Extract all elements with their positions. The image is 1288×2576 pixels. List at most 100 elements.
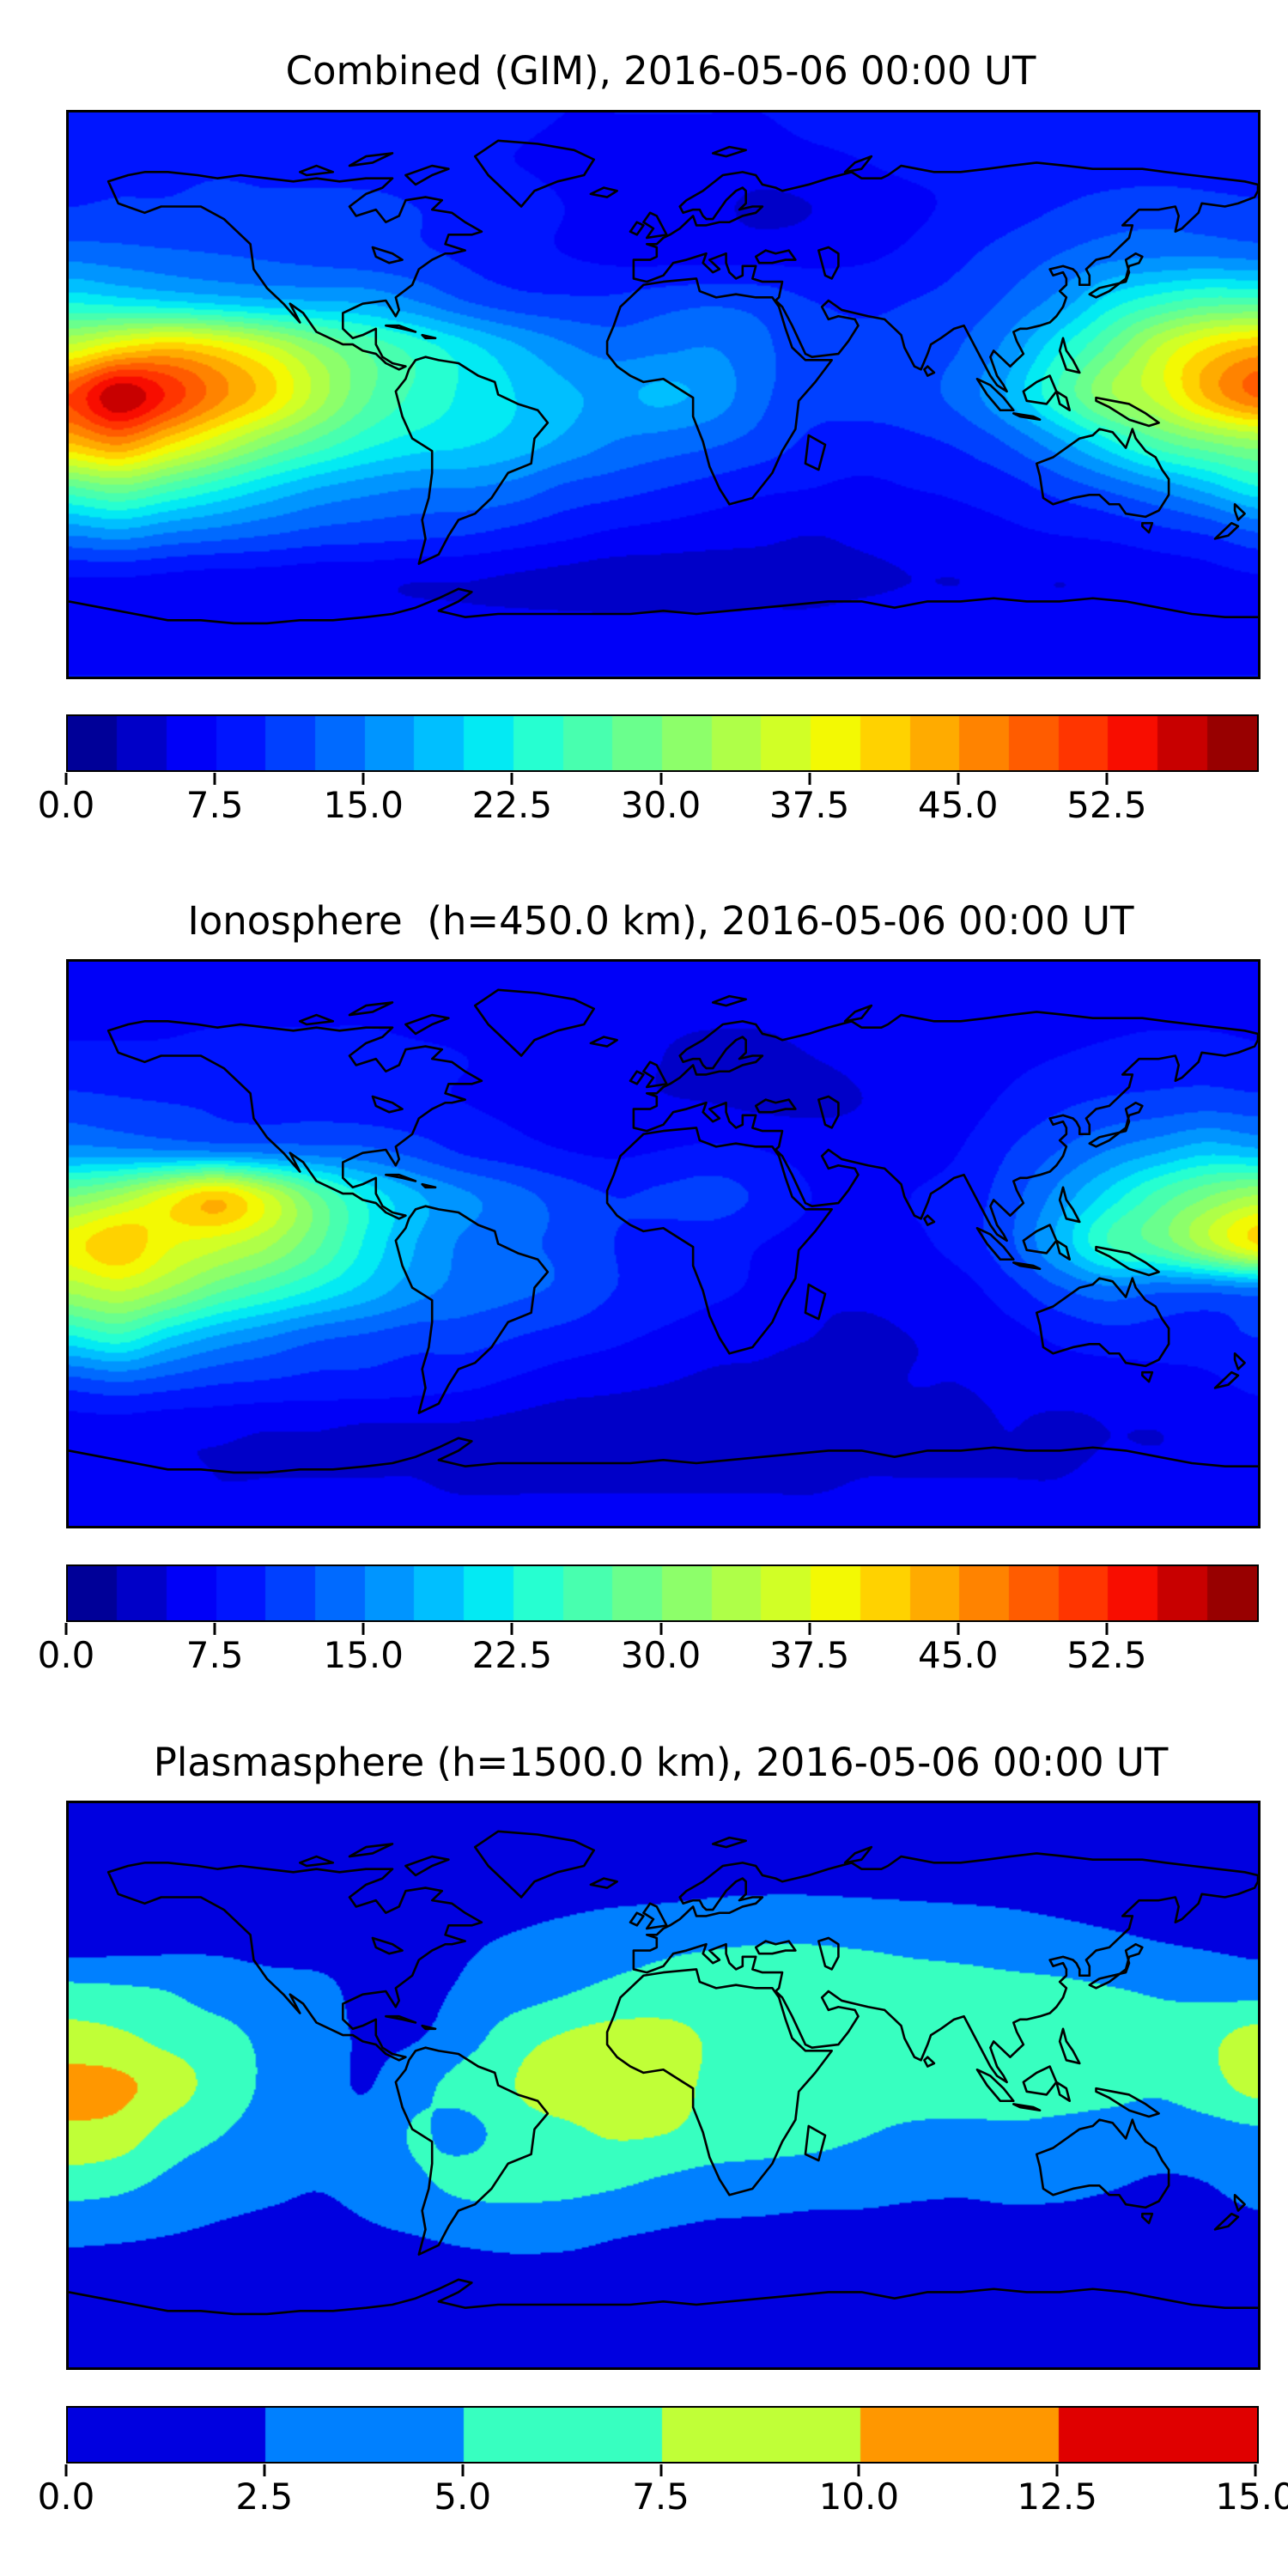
colorbar-ticks-ionosphere: 0.0 7.5 15.0 22.5 30.0 37.5 45.0 52.5 [38,1623,1255,1683]
coastline-path [422,1184,435,1188]
coastline-path [805,1285,825,1319]
colorbar-tick-label: 7.5 [632,2476,690,2518]
coastline-path [713,1838,745,1847]
coastline-path [643,1904,666,1929]
coastline-path [1024,1225,1056,1254]
colorbar-tick-mark [957,773,960,785]
coastline-path [630,1913,643,1926]
coastline-path [1013,413,1040,419]
coastline-path [1056,1241,1069,1260]
coastline-path [643,213,666,238]
coastline-path [630,1072,643,1084]
coastline-path [591,1879,617,1888]
coastline-path [805,435,825,470]
coastline-path [1036,2120,1169,2208]
coastline-path [300,1015,332,1024]
colorbar-tick-label: 7.5 [185,784,244,826]
coastline-path [69,589,1258,623]
coastline-path [1090,1103,1143,1146]
coastline-path [1013,2104,1040,2110]
coastline-path [1215,2214,1238,2229]
coastline-path [108,172,482,369]
coastline-path [643,1062,666,1087]
colorbar-tick-label: 7.5 [185,1634,244,1676]
colorbar-tick-label: 10.0 [818,2476,900,2518]
coastline-overlay [69,112,1258,677]
colorbar-tick-mark [64,2464,68,2476]
colorbar-tick-label: 22.5 [471,784,553,826]
coastline-path [1215,1372,1238,1388]
coastline-path [405,166,448,185]
coastline-path [607,1969,832,2195]
colorbar-tick-label: 45.0 [917,1634,999,1676]
colorbar-tick-label: 37.5 [769,784,850,826]
colorbar-tick-label: 15.0 [1215,2476,1288,2518]
coastline-path [1060,338,1079,373]
coastline-path [396,1206,548,1413]
colorbar-tick-label: 15.0 [323,784,404,826]
coastline-path [396,2048,548,2255]
colorbar-tick-mark [1105,773,1109,785]
coastline-path [373,1097,403,1112]
colorbar-tick-label: 52.5 [1066,784,1147,826]
colorbar-tick-mark [510,773,513,785]
coastline-path [630,222,643,235]
coastline-path [818,1097,838,1128]
coastline-path [1060,1188,1079,1222]
colorbar-tick-mark [659,1623,662,1635]
panel-title-ionosphere: Ionosphere (h=450.0 km), 2016-05-06 00:0… [187,898,1134,944]
colorbar-tick-mark [857,2464,860,2476]
coastline-path [756,251,795,264]
coastline-path [300,1856,332,1866]
coastline-path [69,1438,1258,1473]
colorbar-tick-label: 0.0 [37,784,95,826]
coastline-path [1235,1353,1245,1369]
coastline-path [977,2069,1013,2101]
colorbar-tick-label: 2.5 [235,2476,294,2518]
coastline-path [475,1832,593,1898]
coastline-path [1090,1944,1143,1988]
colorbar-tick-mark [659,2464,662,2476]
colorbar-tick-mark [1254,2464,1257,2476]
coastline-path [1036,1279,1169,1366]
coastline-path [634,162,1258,391]
colorbar-tick-label: 5.0 [434,2476,492,2518]
coastline-path [924,1216,934,1225]
coastline-path [818,247,838,279]
coastline-overlay [69,1803,1258,2367]
coastline-path [1096,2088,1158,2117]
colorbar-combined [66,714,1259,772]
coastline-path [373,247,403,263]
colorbar-tick-label: 30.0 [620,784,702,826]
coastline-path [607,1127,832,1353]
coastline-path [977,379,1013,410]
colorbar-tick-mark [213,1623,216,1635]
coastline-path [1056,392,1069,410]
coastline-path [300,166,332,175]
coastline-path [818,1938,838,1970]
coastline-path [1142,523,1152,532]
coastline-path [1096,398,1158,426]
coastline-path [845,156,872,172]
coastline-path [756,1941,795,1954]
coastline-path [1024,2067,1056,2095]
coastline-path [405,1856,448,1875]
coastline-path [386,1175,416,1181]
coastline-path [1024,376,1056,404]
map-plasmasphere [66,1801,1261,2370]
colorbar-ticks-combined: 0.0 7.5 15.0 22.5 30.0 37.5 45.0 52.5 [38,773,1255,833]
colorbar-tick-mark [64,1623,68,1635]
panel-title-plasmasphere: Plasmasphere (h=1500.0 km), 2016-05-06 0… [153,1740,1169,1785]
colorbar-tick-mark [957,1623,960,1635]
coastline-path [1013,1262,1040,1268]
coastline-path [349,1002,392,1015]
coastline-path [924,2057,934,2067]
colorbar-tick-label: 22.5 [471,1634,553,1676]
coastline-path [845,1005,872,1021]
colorbar-tick-label: 52.5 [1066,1634,1147,1676]
colorbar-tick-mark [1055,2464,1059,2476]
colorbar-tick-label: 0.0 [37,1634,95,1676]
colorbar-tick-mark [808,1623,811,1635]
coastline-path [977,1228,1013,1260]
coastline-path [475,990,593,1056]
